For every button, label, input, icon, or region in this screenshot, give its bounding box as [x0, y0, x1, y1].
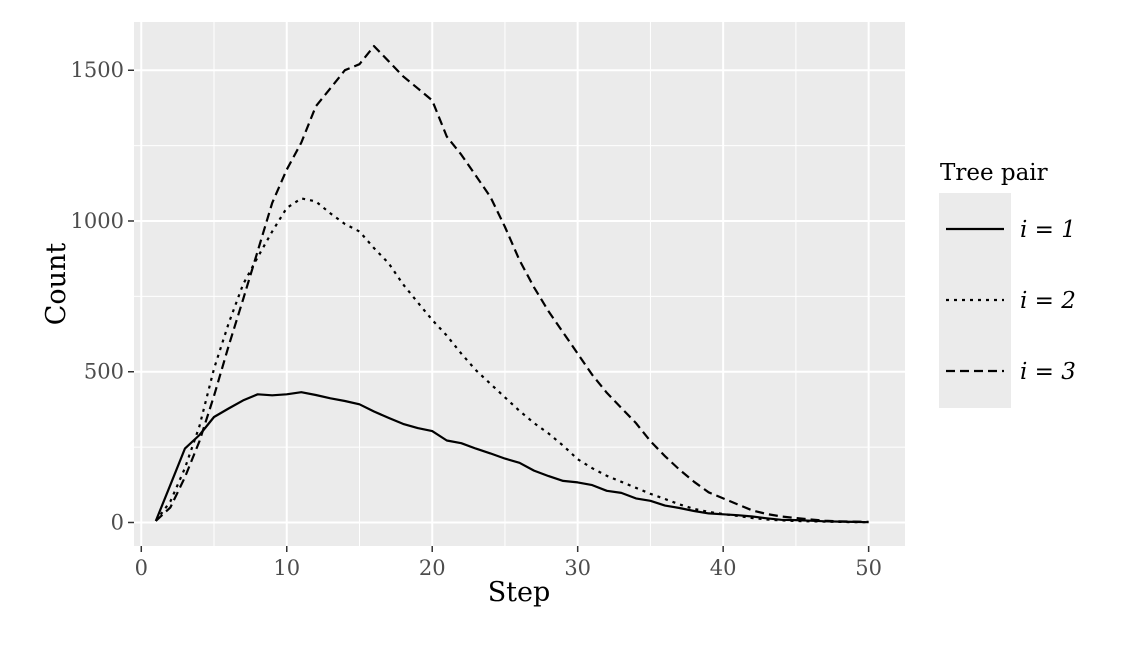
y-tick-label: 1000 [71, 209, 124, 233]
series-line-1 [154, 391, 869, 524]
y-tick-label: 500 [84, 360, 124, 384]
series-line-2 [154, 197, 869, 524]
x-axis-title: Step [488, 577, 551, 608]
y-axis-ticks: 0 500 1000 1500 [71, 58, 134, 534]
legend-key-background [939, 193, 1011, 408]
legend-label-3: i = 3 [1020, 359, 1076, 385]
x-tick-label: 40 [710, 556, 737, 580]
x-tick-label: 10 [273, 556, 300, 580]
series-lines [154, 45, 869, 524]
x-axis-ticks: 0 10 20 30 40 50 [135, 546, 882, 580]
series-line-3 [155, 45, 869, 523]
y-tick-label: 0 [111, 510, 124, 534]
legend-title: Tree pair [940, 160, 1048, 186]
x-tick-label: 50 [855, 556, 882, 580]
legend-label-2: i = 2 [1020, 288, 1076, 314]
x-tick-label: 30 [564, 556, 591, 580]
minor-gridlines [134, 22, 905, 546]
y-axis-title: Count [41, 243, 72, 326]
x-tick-label: 0 [135, 556, 148, 580]
legend: Tree pair i = 1 i = 2 i = 3 [939, 160, 1076, 408]
y-tick-label: 1500 [71, 58, 124, 82]
major-gridlines [134, 22, 905, 546]
legend-label-1: i = 1 [1020, 217, 1076, 243]
x-tick-label: 20 [419, 556, 446, 580]
plot-panel [134, 22, 905, 546]
